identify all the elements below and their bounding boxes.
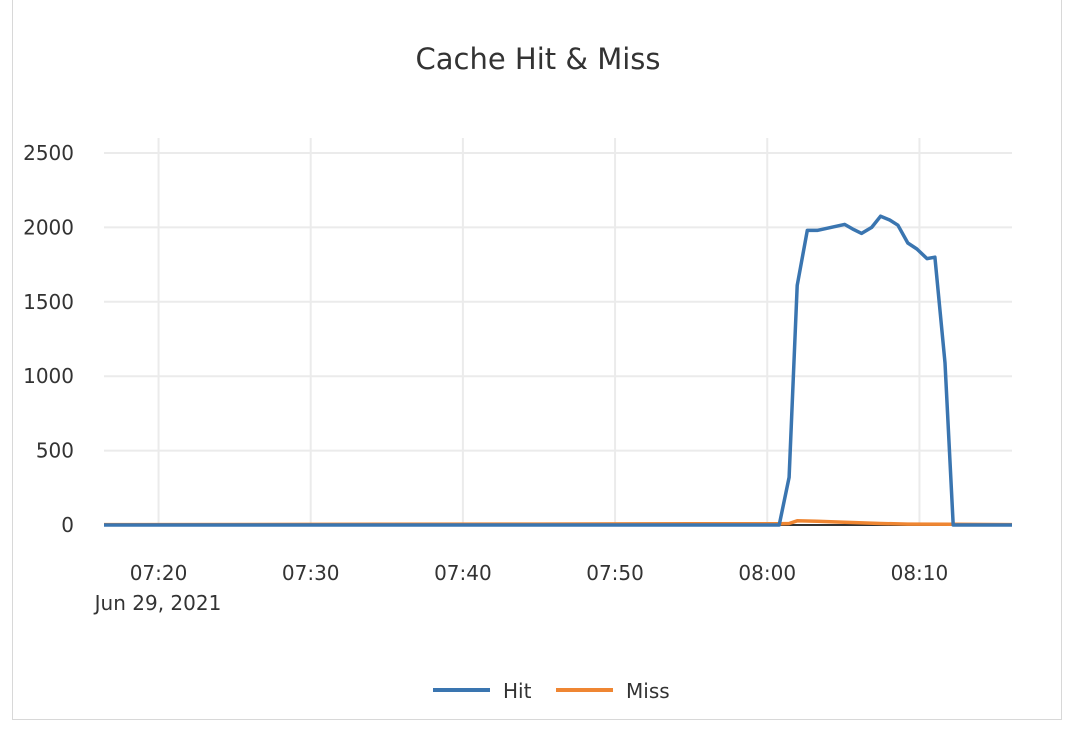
x-axis-date-label: Jun 29, 2021 [93, 591, 222, 615]
legend-label: Miss [626, 679, 670, 703]
x-tick-label: 07:20 [130, 561, 188, 585]
legend-label: Hit [503, 679, 532, 703]
y-tick-label: 1000 [23, 364, 74, 388]
y-tick-label: 2500 [23, 141, 74, 165]
y-tick-label: 500 [36, 439, 74, 463]
y-tick-label: 0 [61, 513, 74, 537]
x-tick-label: 08:10 [891, 561, 949, 585]
x-tick-label: 08:00 [738, 561, 796, 585]
x-tick-label: 07:40 [434, 561, 492, 585]
chart-card [12, 0, 1062, 720]
y-tick-label: 1500 [23, 290, 74, 314]
legend-item-hit[interactable]: Hit [433, 679, 532, 703]
x-tick-label: 07:30 [282, 561, 340, 585]
series-line-hit [104, 214, 1012, 527]
x-tick-label: 07:50 [586, 561, 644, 585]
legend-item-miss[interactable]: Miss [556, 679, 670, 703]
chart-title: Cache Hit & Miss [416, 42, 661, 76]
y-tick-label: 2000 [23, 215, 74, 239]
